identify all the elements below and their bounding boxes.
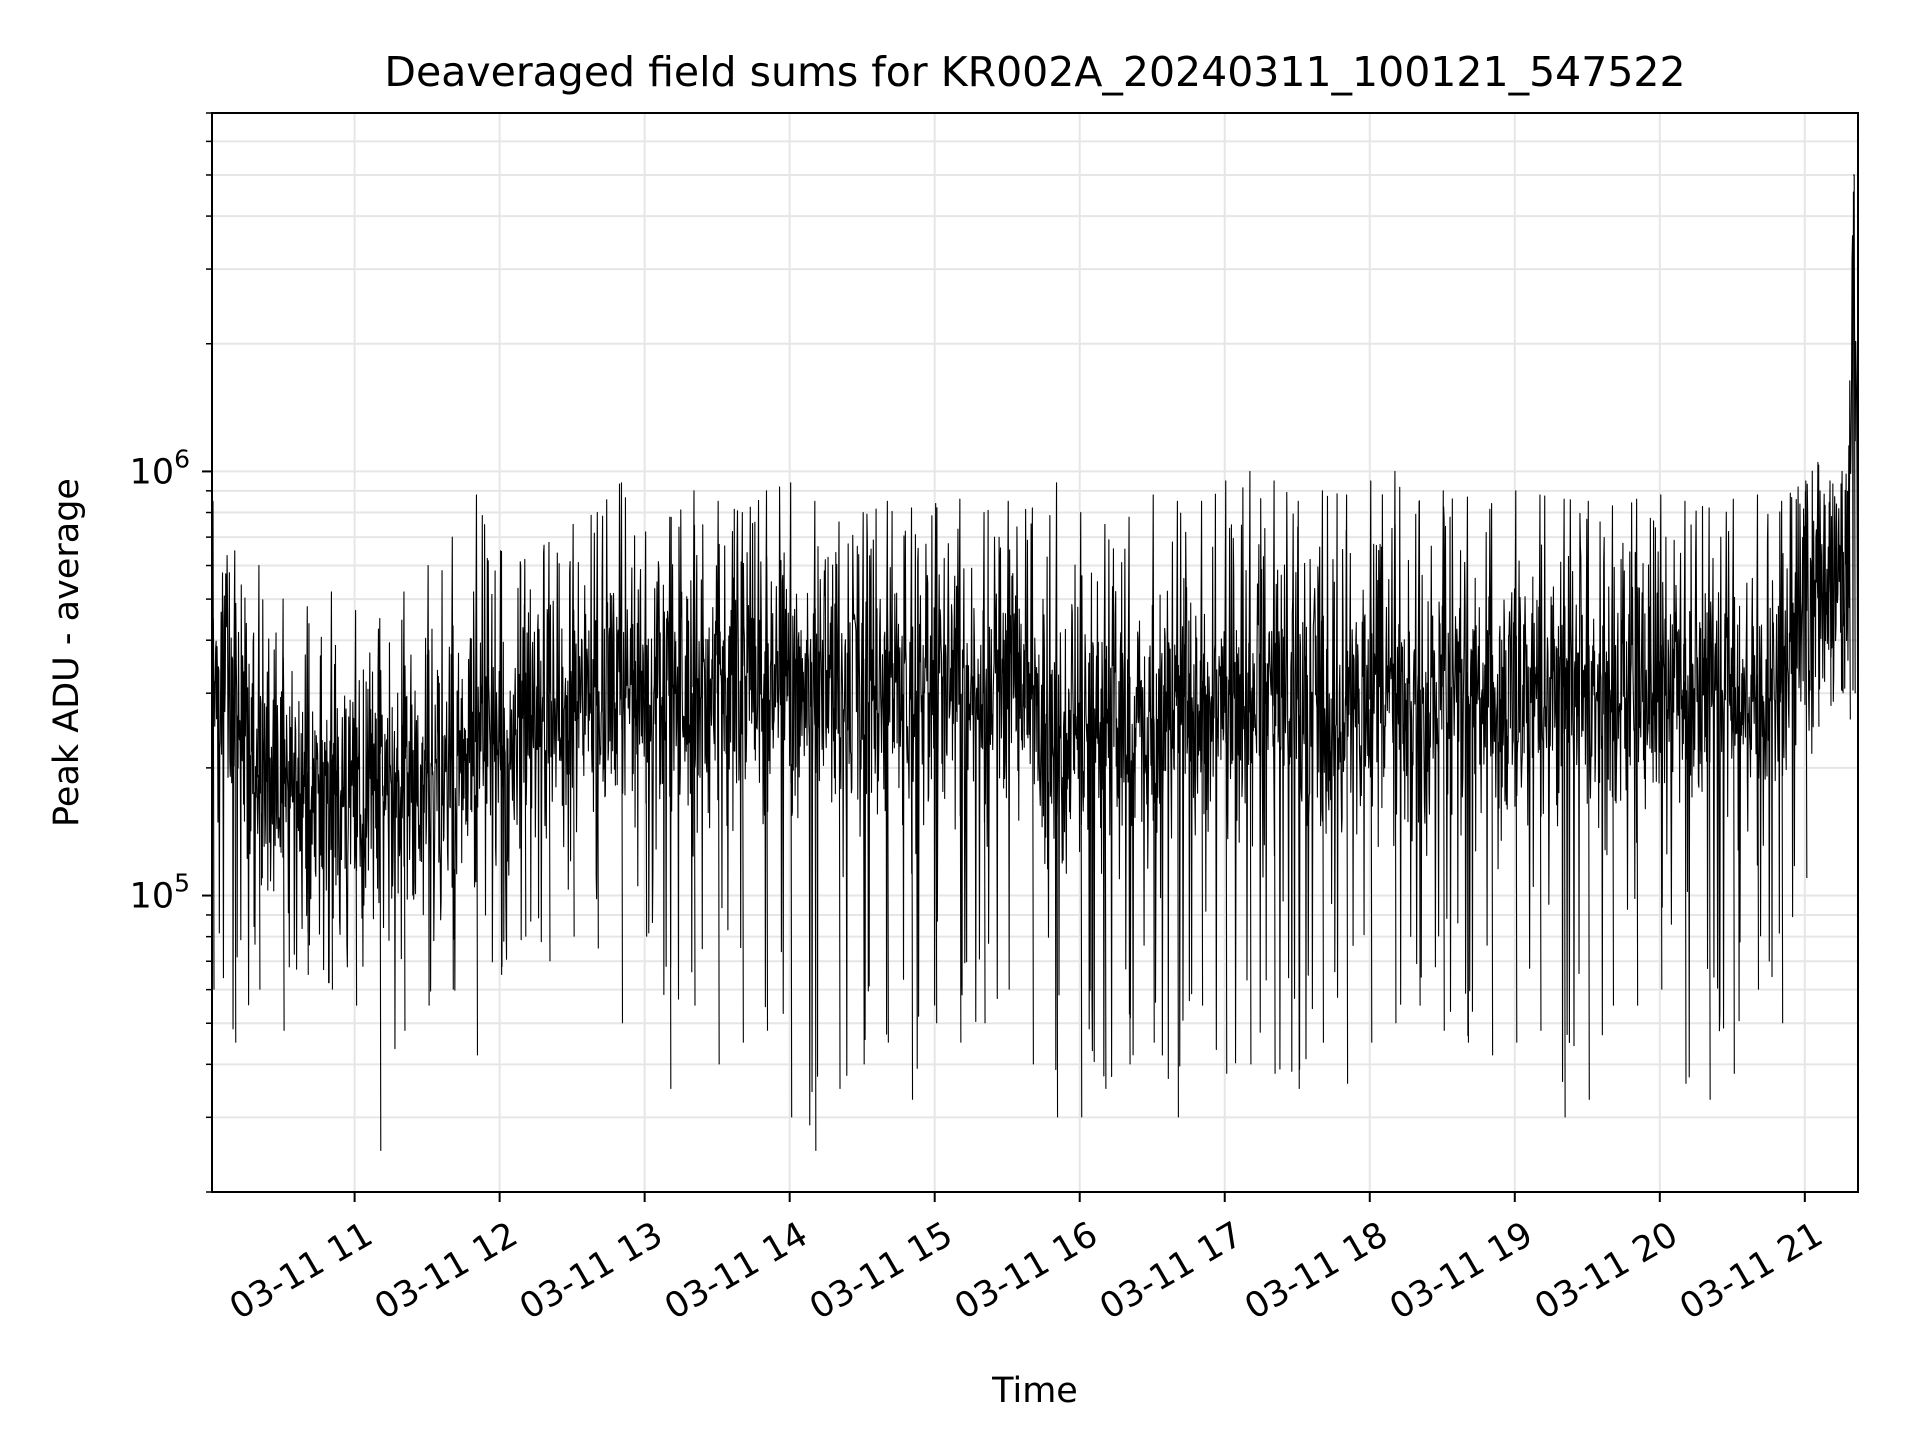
y-tick-label: 106 xyxy=(130,444,190,492)
chart-title: Deaveraged field sums for KR002A_2024031… xyxy=(384,48,1685,96)
y-tick-exponent: 6 xyxy=(174,444,190,473)
series-line xyxy=(212,174,1858,1151)
y-tick-exponent: 5 xyxy=(174,869,190,898)
plot-frame xyxy=(211,112,1859,1193)
y-axis-label: Peak ADU - average xyxy=(47,478,87,827)
y-tick-label: 105 xyxy=(130,869,190,917)
y-tick-base: 10 xyxy=(130,452,175,492)
plot-area xyxy=(212,174,1858,1151)
x-axis-label: Time xyxy=(991,1371,1078,1411)
y-tick-base: 10 xyxy=(130,877,175,917)
